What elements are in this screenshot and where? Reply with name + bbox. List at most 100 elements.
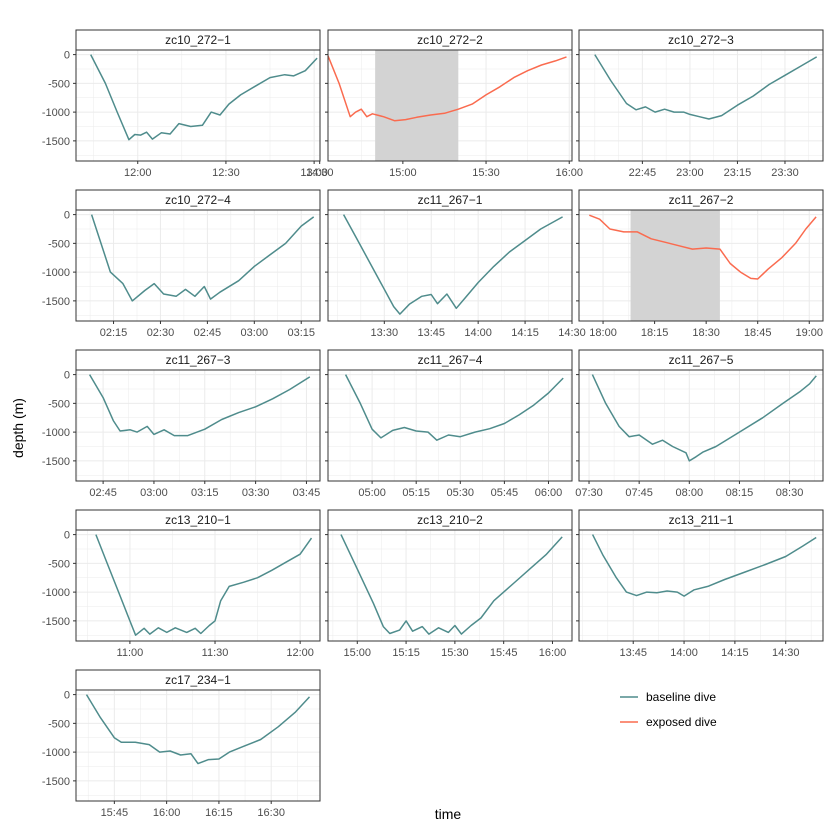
dive-profile-line — [591, 374, 817, 462]
y-tick-label: -1500 — [42, 296, 70, 308]
facet-panel: zc13_210−2 15:00 15:15 15:30 15:45 16:00 — [325, 509, 573, 659]
x-tick-label: 15:30 — [472, 167, 500, 179]
panel-border — [75, 49, 321, 162]
x-tick-label: 22:45 — [629, 167, 657, 179]
x-tick-label: 02:30 — [147, 327, 175, 339]
x-tick-label: 03:00 — [140, 487, 168, 499]
dive-profile-line — [344, 374, 564, 441]
panel-border — [75, 689, 321, 802]
dive-profile-line — [340, 534, 563, 635]
facet-panel: zc10_272−1 12:00 12:30 13:00 0 -500 -1000 -1500 — [42, 29, 328, 179]
x-tick-label: 15:00 — [389, 167, 417, 179]
x-tick-label: 14:15 — [511, 327, 539, 339]
panel-background — [76, 370, 320, 481]
panel-background — [76, 50, 320, 161]
dive-profile-line — [594, 54, 818, 120]
x-tick-label: 23:00 — [676, 167, 704, 179]
facet-panel: zc11_267−1 13:30 13:45 14:00 14:15 14:30 — [325, 189, 586, 339]
dive-profile-line — [327, 55, 567, 122]
dive-profile-line — [85, 694, 311, 765]
y-tick-label: -500 — [48, 558, 70, 570]
y-tick-label: 0 — [64, 50, 70, 62]
facet-panel: zc10_272−4 02:15 02:30 02:45 03:00 03:15 0 -500… — [42, 189, 321, 339]
panel-border — [327, 529, 573, 642]
legend-label-exposed: exposed dive — [646, 715, 717, 729]
panel-background — [328, 370, 572, 481]
panel-background — [328, 530, 572, 641]
facet-panel: zc11_267−3 02:45 03:00 03:15 03:30 03:45 0 -500… — [42, 349, 321, 499]
x-tick-label: 18:15 — [641, 327, 669, 339]
x-tick-label: 11:30 — [202, 647, 229, 659]
x-tick-label: 18:30 — [692, 327, 720, 339]
y-tick-label: -1500 — [42, 616, 70, 628]
x-tick-label: 03:00 — [241, 327, 269, 339]
x-tick-label: 07:30 — [575, 487, 603, 499]
x-tick-label: 18:45 — [744, 327, 772, 339]
panel-border — [327, 49, 573, 162]
x-tick-label: 11:00 — [117, 647, 144, 659]
facet-panel: zc13_211−1 13:45 14:00 14:15 14:30 — [576, 509, 824, 659]
y-tick-label: -1500 — [42, 456, 70, 468]
facet-title: zc10_272−1 — [165, 33, 231, 47]
panel-border — [75, 369, 321, 482]
panel-border — [578, 49, 824, 162]
x-tick-label: 16:00 — [153, 807, 181, 819]
x-tick-label: 12:00 — [286, 647, 314, 659]
x-tick-label: 16:00 — [555, 167, 583, 179]
panel-background — [579, 370, 823, 481]
x-tick-label: 02:45 — [194, 327, 222, 339]
dive-profile-line — [342, 214, 563, 315]
y-axis-title: depth (m) — [10, 398, 26, 458]
x-tick-label: 16:00 — [539, 647, 567, 659]
dive-profile-line — [95, 534, 313, 636]
y-tick-label: 0 — [64, 530, 70, 542]
panel-border — [327, 209, 573, 322]
panel-border — [578, 209, 824, 322]
x-axis-title: time — [435, 806, 462, 822]
x-tick-label: 08:30 — [776, 487, 804, 499]
facet-panel: zc11_267−5 07:30 07:45 08:00 08:15 08:30 — [575, 349, 824, 499]
panel-border — [578, 369, 824, 482]
y-tick-label: -1000 — [42, 427, 70, 439]
facet-title: zc10_272−3 — [668, 33, 734, 47]
x-tick-label: 18:00 — [589, 327, 617, 339]
panel-border — [75, 529, 321, 642]
x-tick-label: 05:00 — [358, 487, 386, 499]
panel-background — [76, 530, 320, 641]
exposure-shade — [630, 210, 720, 321]
panel-background — [579, 530, 823, 641]
dive-profile-line — [90, 54, 318, 141]
panel-border — [327, 369, 573, 482]
x-tick-label: 02:45 — [89, 487, 117, 499]
x-tick-label: 23:15 — [724, 167, 752, 179]
x-tick-label: 08:00 — [676, 487, 704, 499]
facet-title: zc13_211−1 — [669, 513, 734, 527]
y-tick-label: -500 — [48, 238, 70, 250]
panels-layer: zc10_272−1 12:00 12:30 13:00 0 -500 -1000 -1500… — [42, 29, 824, 819]
x-tick-label: 13:30 — [371, 327, 399, 339]
y-tick-label: 0 — [64, 210, 70, 222]
y-tick-label: -1000 — [42, 267, 70, 279]
facet-title: zc11_267−1 — [418, 193, 483, 207]
panel-border — [578, 529, 824, 642]
x-tick-label: 13:45 — [417, 327, 445, 339]
x-tick-label: 07:45 — [625, 487, 653, 499]
x-tick-label: 12:00 — [124, 167, 152, 179]
panel-background — [579, 50, 823, 161]
y-tick-label: 0 — [64, 370, 70, 382]
x-tick-label: 14:30 — [306, 167, 334, 179]
x-tick-label: 16:30 — [257, 807, 285, 819]
dive-profile-line — [90, 214, 315, 302]
x-tick-label: 14:30 — [558, 327, 586, 339]
y-tick-label: -1000 — [42, 587, 70, 599]
x-tick-label: 14:30 — [772, 647, 800, 659]
legend-label-baseline: baseline dive — [646, 690, 716, 704]
x-tick-label: 02:15 — [100, 327, 128, 339]
x-tick-label: 15:45 — [490, 647, 518, 659]
dive-profile-line — [591, 534, 817, 597]
legend: baseline dive exposed dive — [620, 690, 717, 729]
facet-title: zc11_267−4 — [418, 353, 483, 367]
facet-panel: zc10_272−3 22:45 23:00 23:15 23:30 — [576, 29, 824, 179]
exposure-shade — [375, 50, 459, 161]
panel-background — [76, 210, 320, 321]
